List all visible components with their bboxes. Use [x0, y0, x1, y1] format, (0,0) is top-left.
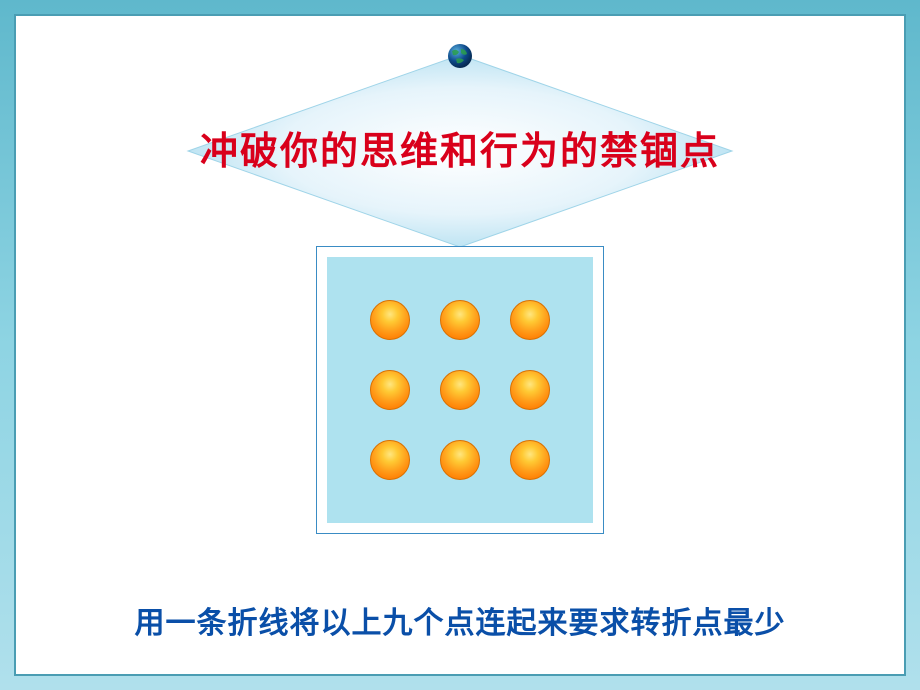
dot-6 [510, 370, 550, 410]
dot-1 [370, 300, 410, 340]
dot-8 [440, 440, 480, 480]
dot-7 [370, 440, 410, 480]
subtitle-text: 用一条折线将以上九个点连起来要求转折点最少 [16, 598, 904, 642]
slide-frame: 冲破你的思维和行为的禁锢点 用一条折线将以上九个点连起来要求转折点最少 [14, 14, 906, 676]
puzzle-inner-panel [327, 257, 593, 523]
dot-3 [510, 300, 550, 340]
dot-5 [440, 370, 480, 410]
globe-icon [447, 43, 473, 69]
dot-9 [510, 440, 550, 480]
title-heading: 冲破你的思维和行为的禁锢点 [16, 120, 904, 175]
dot-4 [370, 370, 410, 410]
puzzle-box [316, 246, 604, 534]
dot-2 [440, 300, 480, 340]
dots-grid [355, 285, 565, 495]
